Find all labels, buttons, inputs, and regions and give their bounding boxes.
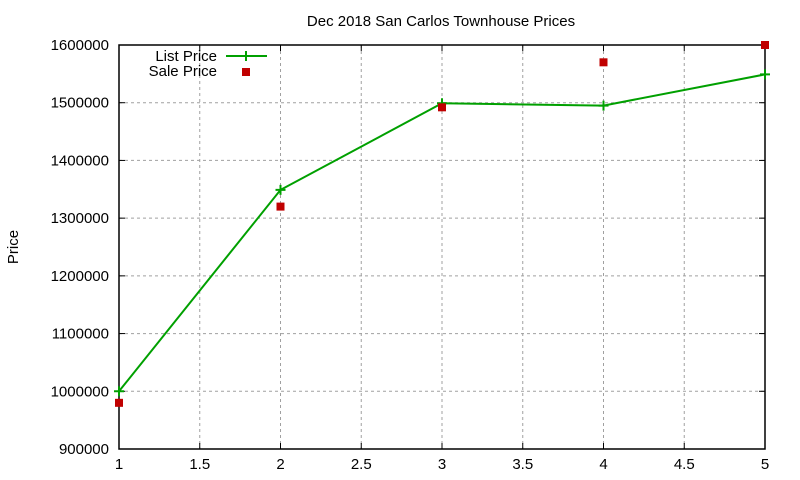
square-marker-icon bbox=[115, 398, 123, 407]
x-tick-label: 1.5 bbox=[189, 456, 210, 473]
y-axis-label: Price bbox=[5, 230, 22, 264]
y-axis-ticks: 900000 1000000 1100000 1200000 1300000 140000… bbox=[51, 37, 765, 458]
legend-plus-marker-icon bbox=[241, 51, 251, 61]
legend-label-sale-price: Sale Price bbox=[149, 63, 217, 80]
plus-marker-icon bbox=[598, 100, 609, 111]
x-tick-label: 3.5 bbox=[512, 456, 533, 473]
x-tick-label: 4.5 bbox=[674, 456, 695, 473]
square-marker-icon bbox=[599, 58, 608, 67]
plus-marker-icon bbox=[275, 184, 286, 195]
plus-marker-icon bbox=[760, 69, 770, 80]
square-marker-icon bbox=[761, 41, 769, 49]
x-tick-label: 5 bbox=[761, 456, 769, 473]
legend: List Price Sale Price bbox=[149, 48, 267, 80]
y-tick-label: 1300000 bbox=[51, 210, 109, 227]
x-tick-label: 4 bbox=[599, 456, 607, 473]
x-tick-label: 1 bbox=[115, 456, 123, 473]
x-tick-label: 2 bbox=[276, 456, 284, 473]
grid-lines bbox=[119, 45, 765, 449]
x-tick-label: 3 bbox=[438, 456, 446, 473]
y-tick-label: 900000 bbox=[59, 441, 109, 458]
y-tick-label: 1200000 bbox=[51, 268, 109, 285]
chart-title: Dec 2018 San Carlos Townhouse Prices bbox=[307, 13, 575, 30]
square-marker-icon bbox=[276, 202, 285, 211]
plus-marker-icon bbox=[114, 386, 124, 397]
y-tick-label: 1600000 bbox=[51, 37, 109, 54]
legend-label-list-price: List Price bbox=[155, 48, 217, 65]
y-tick-label: 1400000 bbox=[51, 152, 109, 169]
square-marker-icon bbox=[438, 103, 446, 112]
y-tick-label: 1500000 bbox=[51, 95, 109, 112]
x-axis-ticks: 1 1.5 2 2.5 3 3.5 4 4.5 5 bbox=[115, 45, 769, 473]
plot-series bbox=[114, 41, 770, 407]
y-tick-label: 1000000 bbox=[51, 383, 109, 400]
y-tick-label: 1100000 bbox=[52, 326, 109, 343]
legend-square-marker-icon bbox=[242, 68, 250, 76]
x-tick-label: 2.5 bbox=[351, 456, 372, 473]
